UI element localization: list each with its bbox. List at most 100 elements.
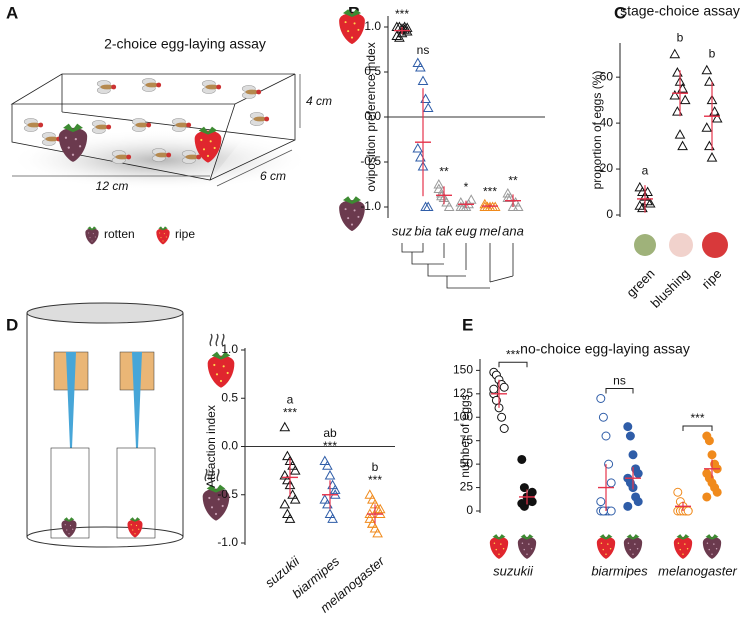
- data-point: [502, 192, 514, 202]
- data-point: [422, 102, 434, 112]
- data-point: [284, 513, 296, 523]
- data-point: [489, 384, 499, 394]
- data-point: [374, 503, 386, 514]
- data-point: [596, 497, 606, 507]
- y-tick-label: -1.0: [217, 535, 238, 549]
- y-axis-label: oviposition preference index: [364, 42, 378, 191]
- x-category-label: eug: [455, 223, 477, 238]
- legend-label: ripe: [175, 227, 195, 241]
- data-point: [415, 61, 426, 72]
- significance-label: b: [709, 46, 716, 60]
- data-point: [679, 94, 691, 105]
- data-point: [704, 76, 715, 86]
- significance-label: *: [464, 180, 469, 194]
- data-point: [628, 450, 638, 460]
- dimension-label: 12 cm: [96, 179, 129, 193]
- data-point: [596, 394, 606, 403]
- dimension-label: 6 cm: [260, 169, 286, 183]
- y-tick-label: 75: [460, 433, 474, 447]
- data-point: [702, 492, 712, 502]
- significance-label: ab: [323, 426, 337, 440]
- x-category-label: blushing: [648, 266, 693, 311]
- significance-label: ***: [690, 411, 704, 425]
- y-tick-label: 60: [600, 69, 614, 83]
- significance-label: ***: [395, 7, 409, 21]
- y-tick-label: 20: [600, 161, 614, 175]
- panel-label: C: [614, 3, 626, 22]
- y-axis-label: proportion of eggs (%): [590, 71, 604, 190]
- significance-label: b: [677, 30, 684, 44]
- y-tick-label: 0.5: [221, 390, 238, 404]
- y-tick-label: 100: [453, 409, 473, 423]
- significance-label: ***: [323, 439, 337, 453]
- data-point: [465, 194, 477, 204]
- data-point: [279, 469, 291, 480]
- y-tick-label: -0.5: [217, 487, 238, 501]
- data-point: [401, 22, 413, 32]
- significance-label: **: [508, 174, 518, 188]
- significance-label: ***: [283, 405, 297, 419]
- y-tick-label: 0.0: [221, 439, 238, 453]
- significance-label: ***: [368, 473, 382, 487]
- data-point: [282, 508, 293, 519]
- x-category-label: suzukii: [493, 563, 534, 578]
- data-point: [279, 421, 291, 432]
- y-tick-label: 0.0: [364, 109, 381, 123]
- x-category-label: bia: [414, 223, 431, 238]
- panel-label: E: [462, 315, 473, 334]
- data-point: [455, 196, 467, 207]
- data-point: [669, 48, 681, 59]
- data-point: [369, 523, 381, 533]
- x-category-label: suz: [392, 223, 413, 238]
- data-point: [322, 460, 333, 470]
- data-point: [324, 469, 336, 480]
- data-point: [704, 436, 714, 446]
- data-point: [517, 454, 527, 464]
- data-point: [412, 142, 424, 153]
- data-point: [706, 152, 718, 162]
- data-point: [327, 513, 338, 523]
- data-point: [512, 201, 524, 211]
- x-category-label: mel: [480, 223, 502, 238]
- comparison-bracket: [498, 361, 528, 368]
- data-point: [606, 478, 616, 488]
- data-point: [412, 57, 424, 67]
- data-point: [707, 450, 717, 460]
- y-tick-label: 150: [453, 363, 473, 377]
- y-tick-label: 1.0: [221, 342, 238, 356]
- significance-label: a: [287, 392, 294, 406]
- assay-box: [10, 73, 310, 190]
- data-point: [319, 494, 331, 504]
- data-point: [422, 201, 434, 211]
- data-point: [289, 494, 301, 504]
- diagram-title: 2-choice egg-laying assay: [104, 36, 266, 52]
- y-tick-label: -1.0: [360, 199, 381, 213]
- x-category-label: ripe: [699, 266, 725, 292]
- data-point: [479, 198, 491, 209]
- data-point: [623, 422, 633, 432]
- significance-label: **: [439, 165, 449, 179]
- panel-label: D: [6, 315, 18, 334]
- significance-label: a: [642, 164, 649, 178]
- data-point: [701, 122, 713, 132]
- y-tick-label: -0.5: [360, 154, 381, 168]
- y-tick-label: 40: [600, 115, 614, 129]
- panel-label: A: [6, 3, 18, 22]
- data-point: [606, 506, 616, 516]
- significance-label: b: [372, 460, 379, 474]
- data-point: [674, 129, 686, 139]
- data-point: [282, 450, 293, 461]
- x-category-label: tak: [435, 223, 454, 238]
- x-category-label: biarmipes: [591, 563, 648, 578]
- data-point: [433, 178, 445, 189]
- data-point: [711, 112, 723, 123]
- data-point: [598, 412, 608, 422]
- data-point: [443, 201, 455, 211]
- data-point: [673, 487, 683, 497]
- data-point: [364, 489, 376, 499]
- data-point: [499, 382, 509, 392]
- data-point: [460, 201, 472, 211]
- data-point: [372, 527, 383, 538]
- significance-label: ***: [506, 347, 520, 361]
